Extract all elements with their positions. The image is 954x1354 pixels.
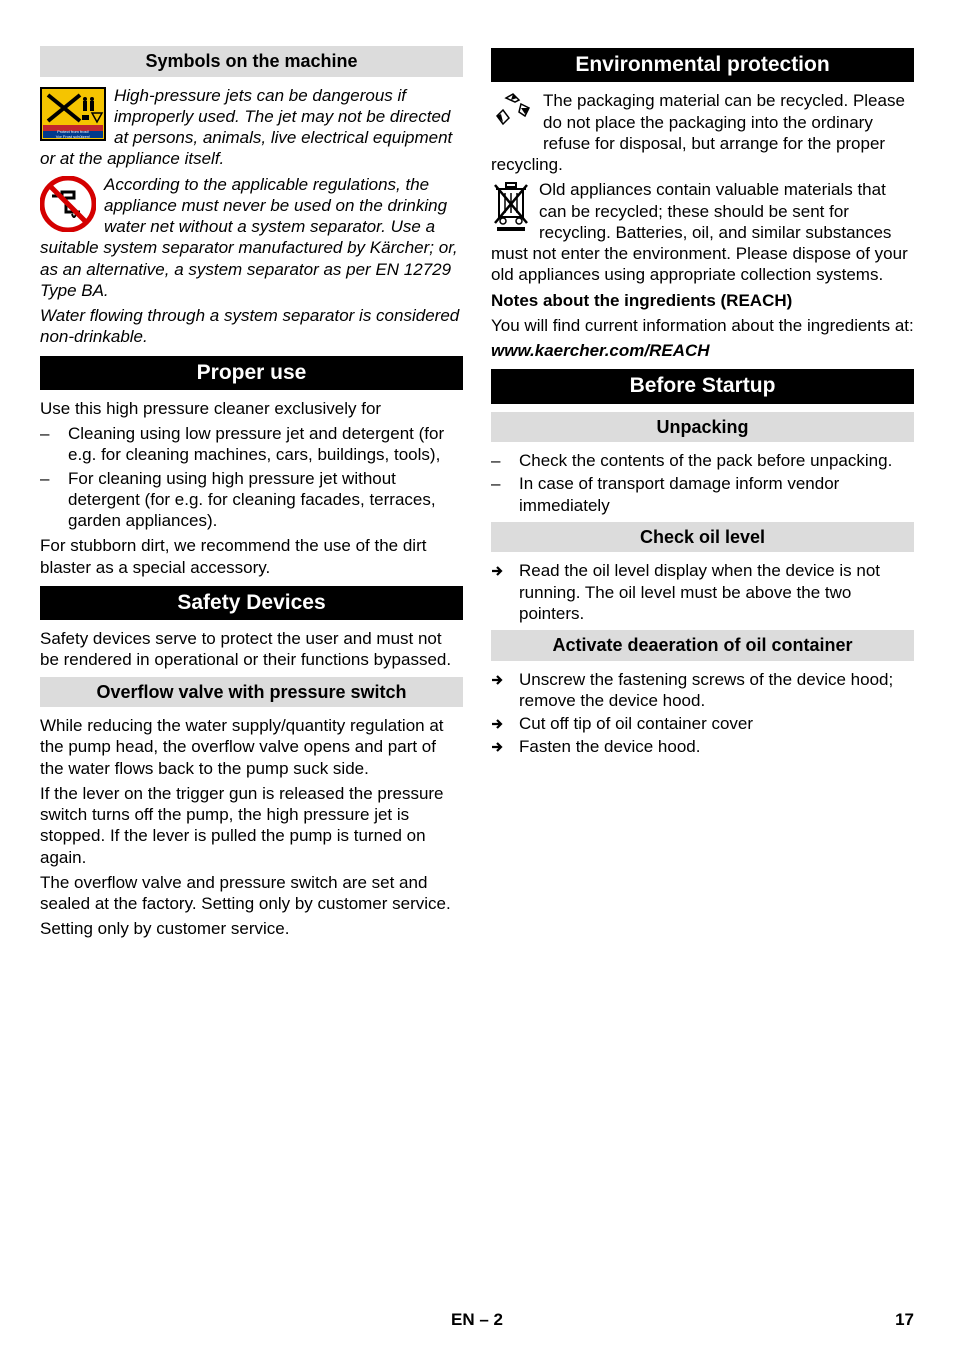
overflow-p4: Setting only by customer service. (40, 918, 463, 939)
deaeration-list: Unscrew the fastening screws of the devi… (491, 669, 914, 758)
proper-use-outro: For stubborn dirt, we recommend the use … (40, 535, 463, 578)
reach-url: www.kaercher.com/REACH (491, 340, 914, 361)
proper-use-intro: Use this high pressure cleaner exclusive… (40, 398, 463, 419)
footer-page-number: 17 (895, 1309, 914, 1330)
heading-proper-use: Proper use (40, 356, 463, 390)
list-item: Unscrew the fastening screws of the devi… (491, 669, 914, 712)
list-item: Check the contents of the pack before un… (491, 450, 914, 471)
water-flow-paragraph: Water flowing through a system separator… (40, 305, 463, 348)
right-column: Environmental protection The packaging m… (491, 40, 914, 944)
regulations-paragraph: According to the applicable regulations,… (40, 174, 463, 302)
unpacking-list: Check the contents of the pack before un… (491, 450, 914, 516)
reach-heading: Notes about the ingredients (REACH) (491, 290, 914, 311)
env-weee-paragraph: Old appliances contain valuable material… (491, 179, 914, 285)
frost-warning-icon: Protect from frost! Vor Frost schützen! (40, 87, 106, 146)
heading-before-startup: Before Startup (491, 369, 914, 403)
heading-unpacking: Unpacking (491, 412, 914, 443)
list-item: Cleaning using low pressure jet and dete… (40, 423, 463, 466)
list-item-text: Fasten the device hood. (519, 737, 700, 756)
overflow-p1: While reducing the water supply/quantity… (40, 715, 463, 779)
heading-symbols: Symbols on the machine (40, 46, 463, 77)
list-item: Cut off tip of oil container cover (491, 713, 914, 734)
arrow-icon (491, 738, 505, 759)
overflow-p2: If the lever on the trigger gun is relea… (40, 783, 463, 868)
heading-safety-devices: Safety Devices (40, 586, 463, 620)
list-item: For cleaning using high pressure jet wit… (40, 468, 463, 532)
arrow-icon (491, 562, 505, 583)
reach-text: You will find current information about … (491, 315, 914, 336)
list-item: Fasten the device hood. (491, 736, 914, 757)
heading-check-oil: Check oil level (491, 522, 914, 553)
oil-list: Read the oil level display when the devi… (491, 560, 914, 624)
safety-intro: Safety devices serve to protect the user… (40, 628, 463, 671)
list-item-text: Cut off tip of oil container cover (519, 714, 753, 733)
arrow-icon (491, 671, 505, 692)
overflow-p3: The overflow valve and pressure switch a… (40, 872, 463, 915)
heading-deaeration: Activate deaeration of oil container (491, 630, 914, 661)
env-recycle-paragraph: The packaging material can be recycled. … (491, 90, 914, 175)
heading-environmental: Environmental protection (491, 48, 914, 82)
page-footer: EN – 2 17 (40, 1309, 914, 1330)
no-drinking-water-icon (40, 176, 96, 237)
list-item: In case of transport damage inform vendo… (491, 473, 914, 516)
list-item-text: Read the oil level display when the devi… (519, 561, 880, 623)
proper-use-list: Cleaning using low pressure jet and dete… (40, 423, 463, 531)
arrow-icon (491, 715, 505, 736)
heading-overflow-valve: Overflow valve with pressure switch (40, 677, 463, 708)
list-item-text: Unscrew the fastening screws of the devi… (519, 670, 893, 710)
svg-text:Vor Frost schützen!: Vor Frost schützen! (56, 134, 90, 139)
recycle-icon (491, 92, 535, 137)
left-column: Symbols on the machine Protect from fros… (40, 40, 463, 944)
list-item: Read the oil level display when the devi… (491, 560, 914, 624)
weee-bin-icon (491, 181, 531, 238)
footer-center: EN – 2 (451, 1309, 503, 1330)
